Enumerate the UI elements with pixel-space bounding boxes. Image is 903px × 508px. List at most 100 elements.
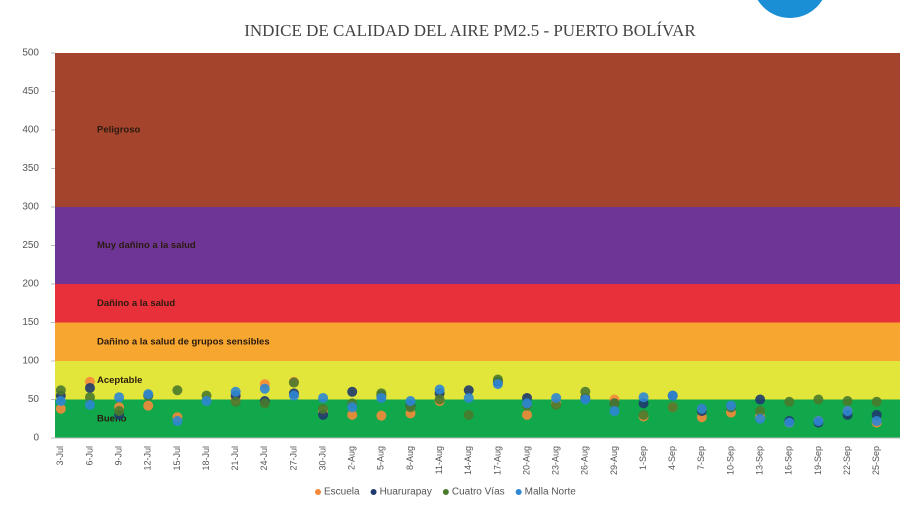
point [288,377,299,388]
point [84,392,95,403]
x-tick-label: 16-Sep [784,446,794,475]
x-tick-label: 23-Aug [551,446,561,475]
x-tick-label: 10-Sep [725,446,735,475]
legend-label: Malla Norte [525,487,577,498]
y-tick-label: 150 [22,317,39,328]
y-tick-label: 200 [22,279,39,290]
axes: 0 50 100 150 200 250 300 350 400 450 500 3-Jul 6-Jul… [22,48,900,475]
point [667,402,678,413]
point [434,394,445,405]
band-label: Dañino a la salud de grupos sensibles [97,336,270,347]
point [755,394,766,405]
point [696,403,707,414]
legend: Escuela Huarurapay Cuatro Vías Malla Norte [315,487,576,498]
band-label: Muy dañino a la salud [97,240,196,251]
x-tick-label: 19-Sep [813,446,823,475]
band [55,53,900,207]
x-tick-label: 5-Aug [376,446,386,470]
x-tick-label: 27-Jul [288,446,298,471]
point [230,396,241,407]
point [376,392,387,403]
point [784,396,795,407]
point [288,390,299,401]
point [463,409,474,420]
x-tick-label: 2-Aug [347,446,357,470]
point [667,390,678,401]
point [434,384,445,395]
point [172,385,183,396]
x-tick-label: 30-Jul [317,446,327,471]
point [347,386,358,397]
band [55,322,900,361]
point [551,399,562,410]
point [813,416,824,427]
x-tick-label: 3-Jul [55,446,65,466]
point [114,392,125,403]
x-tick-label: 21-Jul [230,446,240,471]
x-tick-label: 8-Aug [405,446,415,470]
point [609,398,620,409]
legend-marker [315,489,321,495]
point [871,396,882,407]
point [580,386,591,397]
x-tick-label: 13-Sep [755,446,765,475]
x-tick-label: 6-Jul [84,446,94,466]
point [143,400,154,411]
point [318,392,329,403]
x-tick-label: 20-Aug [521,446,531,475]
point [842,396,853,407]
x-tick-label: 9-Jul [113,446,123,466]
point [55,385,66,396]
bands: Bueno Aceptable Dañino a la salud de grupo… [55,53,900,438]
band [55,284,900,323]
point [463,385,474,396]
point [522,398,533,409]
y-tick-label: 250 [22,240,39,251]
x-tick-label: 24-Jul [259,446,269,471]
x-tick-label: 26-Aug [580,446,590,475]
point [55,396,66,407]
point [638,409,649,420]
point [259,383,270,394]
point [405,396,416,407]
point [230,386,241,397]
point [726,400,736,411]
point [114,406,125,417]
point [755,413,766,424]
y-tick-label: 500 [22,48,39,59]
point [347,402,358,413]
chart-title: INDICE DE CALIDAD DEL AIRE PM2.5 - PUERT… [244,21,696,40]
point [755,406,766,417]
point [143,389,154,400]
x-tick-label: 18-Jul [201,446,211,471]
point [347,409,358,420]
y-tick-label: 300 [22,202,39,213]
legend-marker [515,489,522,495]
legend-label: Escuela [324,487,360,498]
point [551,392,562,403]
point [55,403,66,414]
x-tick-label: 7-Sep [696,446,706,470]
y-tick-label: 0 [33,433,39,444]
point [580,394,591,405]
point [784,417,795,428]
x-tick-label: 14-Aug [463,446,473,475]
x-tick-label: 11-Aug [434,446,444,474]
point [318,403,329,414]
band-label: Aceptable [97,375,142,386]
point [172,416,183,427]
x-tick-label: 4-Sep [667,446,677,470]
y-tick-label: 100 [22,356,39,367]
point [84,399,95,410]
point [609,406,620,417]
band-label: Dañino a la salud [97,298,175,309]
x-tick-label: 29-Aug [609,446,619,475]
band [55,207,900,284]
point [376,410,387,421]
point [638,392,649,403]
logo [757,0,823,18]
point [201,396,212,407]
band-label: Bueno [97,413,127,424]
legend-marker [370,489,377,495]
